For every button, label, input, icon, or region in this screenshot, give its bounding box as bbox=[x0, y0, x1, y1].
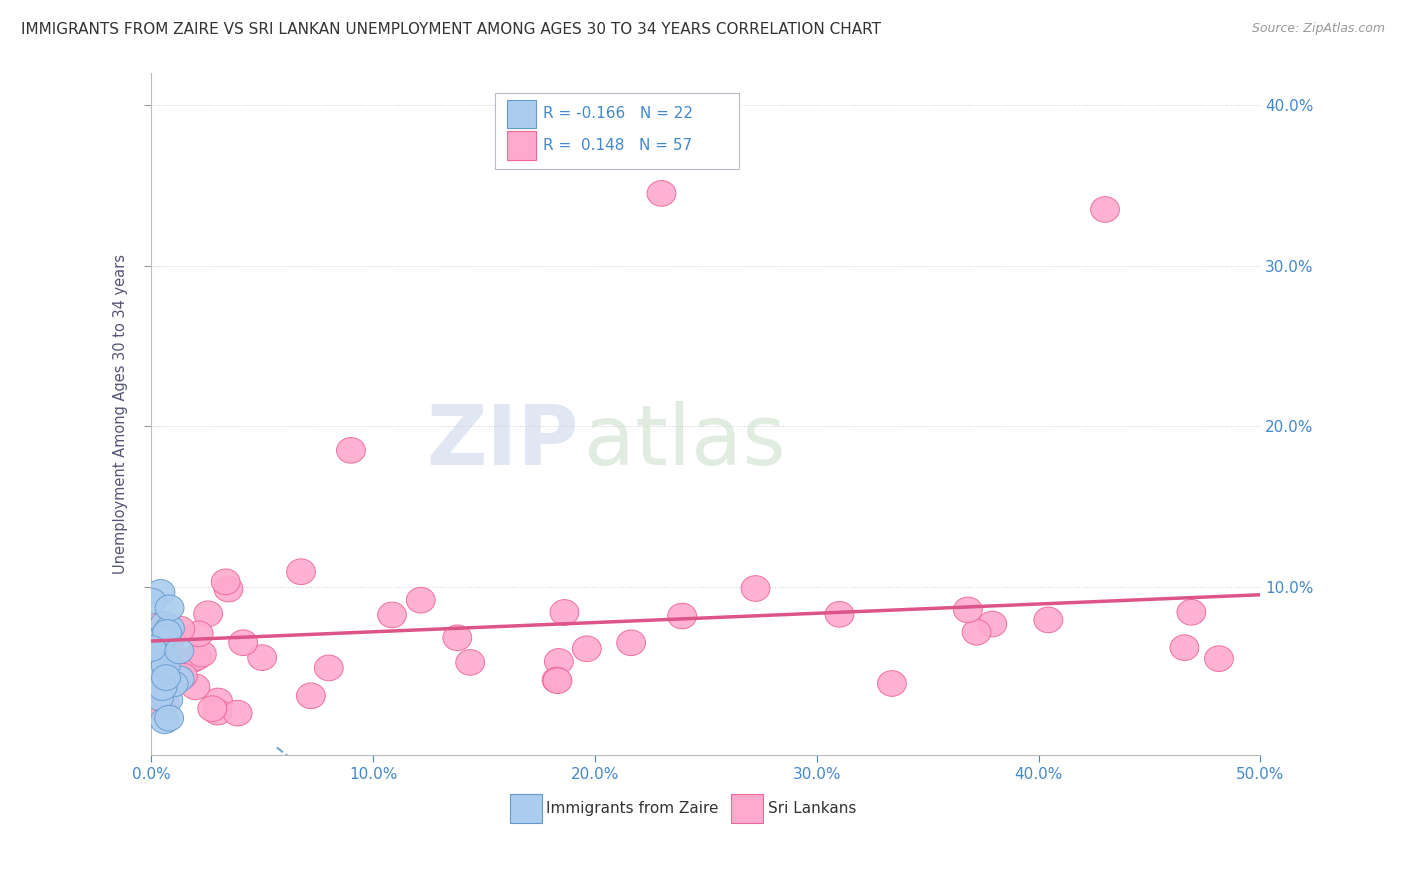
Ellipse shape bbox=[157, 624, 187, 649]
Ellipse shape bbox=[138, 613, 166, 638]
FancyBboxPatch shape bbox=[508, 131, 536, 160]
Ellipse shape bbox=[336, 437, 366, 463]
Ellipse shape bbox=[150, 611, 179, 637]
Text: IMMIGRANTS FROM ZAIRE VS SRI LANKAN UNEMPLOYMENT AMONG AGES 30 TO 34 YEARS CORRE: IMMIGRANTS FROM ZAIRE VS SRI LANKAN UNEM… bbox=[21, 22, 882, 37]
Ellipse shape bbox=[143, 648, 172, 673]
Ellipse shape bbox=[149, 625, 177, 650]
Ellipse shape bbox=[156, 651, 184, 677]
Ellipse shape bbox=[741, 575, 770, 601]
Ellipse shape bbox=[297, 683, 325, 708]
Ellipse shape bbox=[153, 671, 181, 697]
Ellipse shape bbox=[181, 674, 209, 699]
Ellipse shape bbox=[198, 696, 226, 722]
Ellipse shape bbox=[169, 663, 197, 689]
Ellipse shape bbox=[166, 616, 195, 642]
Ellipse shape bbox=[550, 599, 579, 625]
Ellipse shape bbox=[183, 645, 211, 670]
Ellipse shape bbox=[211, 569, 240, 595]
FancyBboxPatch shape bbox=[731, 795, 763, 823]
Ellipse shape bbox=[156, 615, 184, 641]
Ellipse shape bbox=[544, 648, 574, 674]
Text: Source: ZipAtlas.com: Source: ZipAtlas.com bbox=[1251, 22, 1385, 36]
Ellipse shape bbox=[214, 576, 243, 602]
FancyBboxPatch shape bbox=[508, 100, 536, 128]
Ellipse shape bbox=[139, 625, 169, 651]
Ellipse shape bbox=[287, 559, 315, 584]
Ellipse shape bbox=[150, 689, 179, 714]
Ellipse shape bbox=[148, 674, 177, 700]
Text: R = -0.166   N = 22: R = -0.166 N = 22 bbox=[543, 106, 693, 121]
Ellipse shape bbox=[1170, 635, 1199, 660]
Ellipse shape bbox=[825, 601, 853, 627]
Ellipse shape bbox=[152, 665, 180, 690]
Ellipse shape bbox=[153, 620, 181, 645]
Ellipse shape bbox=[166, 666, 194, 691]
Ellipse shape bbox=[1205, 646, 1233, 672]
Ellipse shape bbox=[647, 180, 676, 206]
Ellipse shape bbox=[179, 647, 208, 672]
Ellipse shape bbox=[572, 636, 602, 662]
Ellipse shape bbox=[138, 589, 166, 614]
Ellipse shape bbox=[443, 625, 472, 650]
Ellipse shape bbox=[159, 671, 188, 697]
Text: R =  0.148   N = 57: R = 0.148 N = 57 bbox=[543, 138, 692, 153]
Ellipse shape bbox=[155, 595, 184, 621]
Text: Sri Lankans: Sri Lankans bbox=[768, 801, 856, 816]
Ellipse shape bbox=[184, 621, 214, 647]
Ellipse shape bbox=[877, 671, 907, 697]
Ellipse shape bbox=[138, 636, 166, 661]
Ellipse shape bbox=[150, 708, 179, 733]
Ellipse shape bbox=[224, 700, 252, 726]
Ellipse shape bbox=[456, 649, 485, 675]
Ellipse shape bbox=[149, 615, 177, 641]
FancyBboxPatch shape bbox=[495, 94, 740, 169]
Ellipse shape bbox=[187, 641, 217, 667]
Ellipse shape bbox=[229, 630, 257, 656]
Ellipse shape bbox=[145, 685, 173, 710]
Ellipse shape bbox=[139, 644, 167, 670]
Ellipse shape bbox=[138, 675, 166, 701]
Y-axis label: Unemployment Among Ages 30 to 34 years: Unemployment Among Ages 30 to 34 years bbox=[114, 254, 128, 574]
Ellipse shape bbox=[668, 603, 696, 629]
Ellipse shape bbox=[247, 645, 277, 671]
Ellipse shape bbox=[146, 580, 174, 606]
Text: ZIP: ZIP bbox=[426, 401, 578, 482]
Ellipse shape bbox=[406, 587, 436, 613]
Ellipse shape bbox=[953, 597, 983, 623]
Ellipse shape bbox=[150, 643, 180, 669]
Ellipse shape bbox=[617, 630, 645, 656]
Ellipse shape bbox=[141, 629, 169, 654]
Ellipse shape bbox=[1177, 599, 1206, 625]
Ellipse shape bbox=[194, 601, 222, 626]
Ellipse shape bbox=[204, 688, 232, 714]
Ellipse shape bbox=[378, 602, 406, 628]
Ellipse shape bbox=[962, 619, 991, 645]
Ellipse shape bbox=[152, 652, 180, 678]
Ellipse shape bbox=[204, 699, 232, 725]
Ellipse shape bbox=[543, 668, 572, 693]
Ellipse shape bbox=[156, 620, 186, 646]
Ellipse shape bbox=[153, 687, 183, 713]
Ellipse shape bbox=[141, 651, 169, 677]
Text: atlas: atlas bbox=[583, 401, 786, 482]
Ellipse shape bbox=[543, 667, 571, 693]
Ellipse shape bbox=[315, 655, 343, 681]
Ellipse shape bbox=[148, 659, 177, 684]
Ellipse shape bbox=[148, 697, 177, 723]
FancyBboxPatch shape bbox=[509, 795, 541, 823]
Ellipse shape bbox=[155, 637, 183, 663]
Text: Immigrants from Zaire: Immigrants from Zaire bbox=[546, 801, 718, 816]
Ellipse shape bbox=[165, 638, 194, 664]
Ellipse shape bbox=[977, 611, 1007, 637]
Ellipse shape bbox=[1091, 196, 1119, 222]
Ellipse shape bbox=[155, 706, 184, 731]
Ellipse shape bbox=[138, 641, 167, 667]
Ellipse shape bbox=[1033, 607, 1063, 632]
